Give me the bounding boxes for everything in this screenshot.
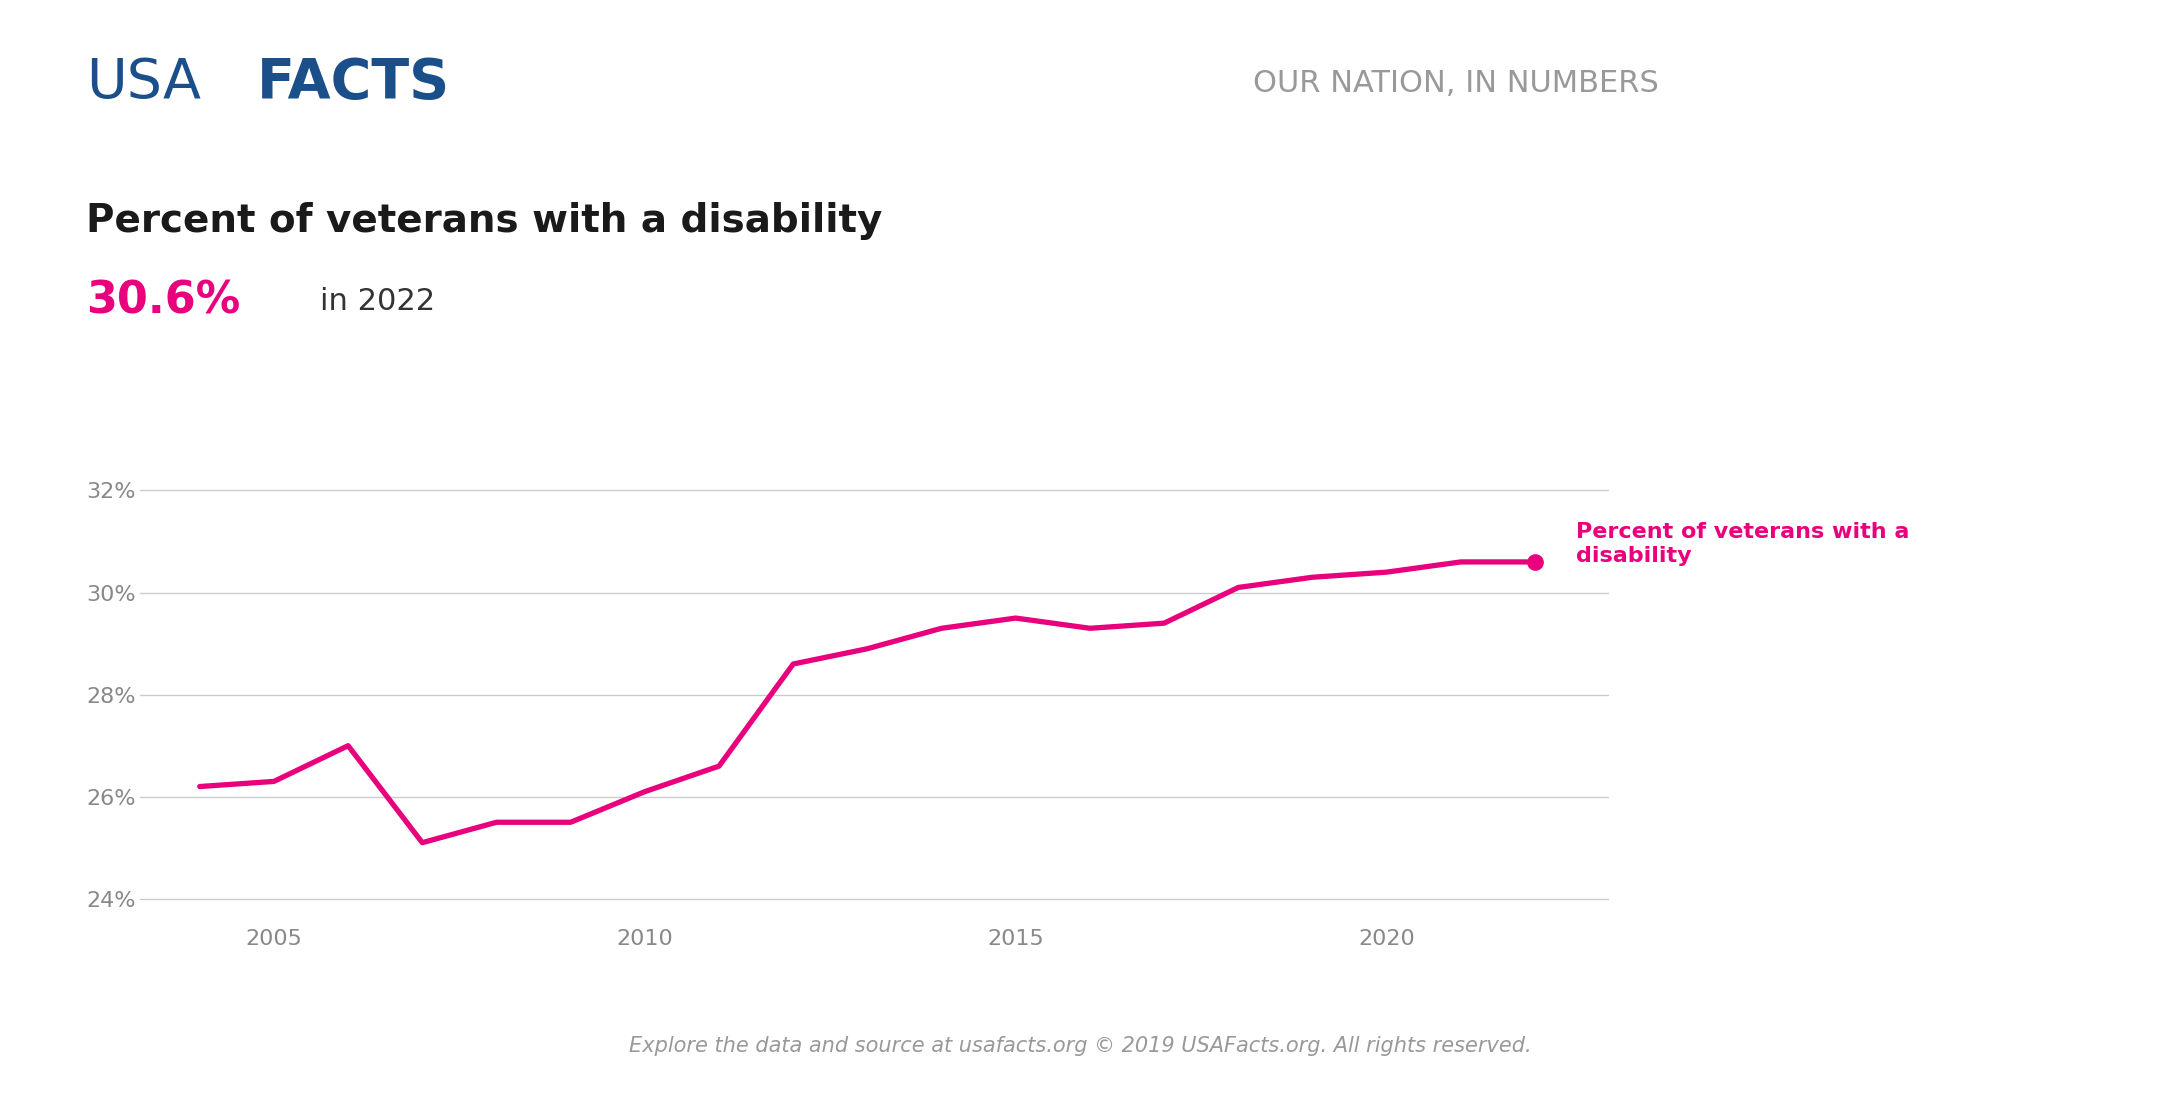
Text: FACTS: FACTS	[257, 56, 449, 110]
Text: Percent of veterans with a disability: Percent of veterans with a disability	[86, 203, 883, 240]
Text: 30.6%: 30.6%	[86, 280, 240, 322]
Text: Explore the data and source at usafacts.org © 2019 USAFacts.org. All rights rese: Explore the data and source at usafacts.…	[629, 1036, 1531, 1056]
Text: in 2022: in 2022	[320, 287, 434, 315]
Text: OUR NATION, IN NUMBERS: OUR NATION, IN NUMBERS	[1253, 69, 1659, 97]
Text: USA: USA	[86, 56, 201, 110]
Text: Percent of veterans with a
disability: Percent of veterans with a disability	[1577, 523, 1909, 566]
